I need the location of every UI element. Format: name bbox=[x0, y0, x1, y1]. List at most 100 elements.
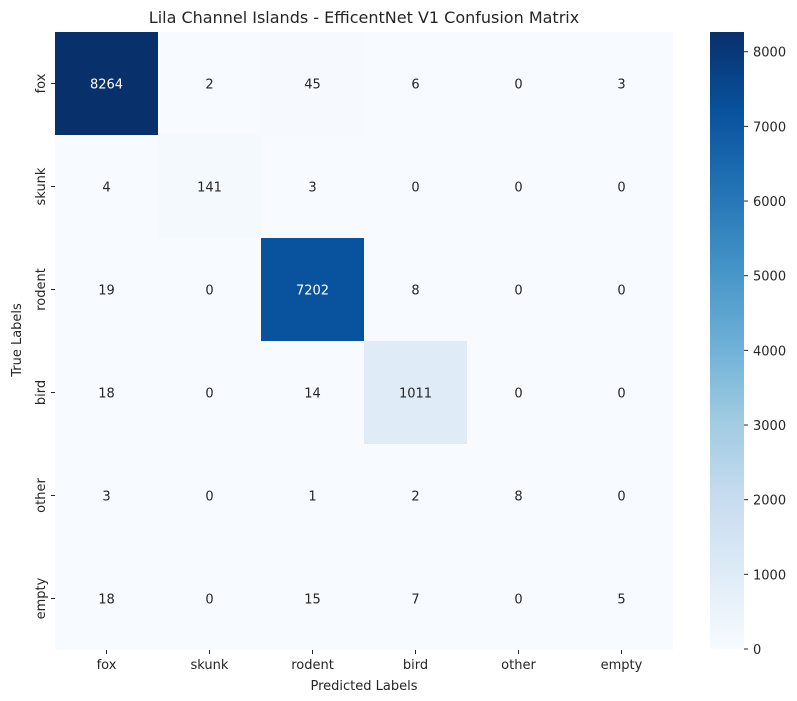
cell-value-label: 3 bbox=[617, 78, 625, 93]
heatmap-cell bbox=[158, 341, 261, 444]
colorbar-tick-label: 3000 bbox=[753, 419, 786, 434]
heatmap-cell bbox=[570, 547, 673, 650]
cell-value-label: 18 bbox=[98, 387, 115, 402]
cell-value-label: 0 bbox=[205, 490, 213, 505]
heatmap-cell bbox=[261, 32, 364, 135]
heatmap-cell bbox=[570, 444, 673, 547]
cell-value-label: 3 bbox=[102, 490, 110, 505]
heatmap-cell bbox=[55, 135, 158, 238]
cell-value-label: 15 bbox=[304, 593, 321, 608]
cell-value-label: 0 bbox=[617, 490, 625, 505]
colorbar-tick-label: 0 bbox=[753, 643, 761, 658]
heatmap-cell bbox=[158, 238, 261, 341]
heatmap-cell bbox=[261, 444, 364, 547]
heatmap-cell bbox=[158, 444, 261, 547]
cell-value-label: 0 bbox=[411, 181, 419, 196]
cell-value-label: 2 bbox=[205, 78, 213, 93]
cell-value-label: 0 bbox=[514, 284, 522, 299]
heatmap-cell bbox=[570, 32, 673, 135]
cell-value-label: 7 bbox=[411, 593, 419, 608]
heatmap-cell bbox=[467, 444, 570, 547]
cell-value-label: 45 bbox=[304, 78, 321, 93]
cell-value-label: 1011 bbox=[399, 387, 432, 402]
cell-value-label: 19 bbox=[98, 284, 115, 299]
x-axis-label: Predicted Labels bbox=[310, 679, 417, 694]
heatmap-cell bbox=[364, 444, 467, 547]
cell-value-label: 0 bbox=[514, 387, 522, 402]
heatmap-cell-labels: 8264 2 45 6 0 34 141 3 0 0 019 0 7202 8 0 018 0 14 1011 0 03… bbox=[90, 78, 626, 608]
x-tick-label: bird bbox=[403, 658, 428, 673]
heatmap-cell bbox=[55, 238, 158, 341]
cell-value-label: 0 bbox=[205, 593, 213, 608]
y-tick-label: empty bbox=[34, 577, 49, 619]
cell-value-label: 8 bbox=[411, 284, 419, 299]
y-tick-label: other bbox=[34, 478, 49, 513]
heatmap-cell bbox=[364, 135, 467, 238]
heatmap-cell bbox=[55, 444, 158, 547]
y-axis-ticks: fox skunk rodent bird other empty bbox=[34, 73, 55, 619]
colorbar-tick-label: 7000 bbox=[753, 120, 786, 135]
y-tick-label: bird bbox=[34, 380, 49, 405]
cell-value-label: 8 bbox=[514, 490, 522, 505]
x-axis-ticks: fox skunk rodent bird other empty bbox=[97, 650, 643, 673]
heatmap-cell bbox=[364, 238, 467, 341]
colorbar-ticks: 0 1000 2000 3000 4000 5000 6000 7000 8000 bbox=[744, 46, 786, 658]
heatmap-cell bbox=[158, 32, 261, 135]
y-tick-label: rodent bbox=[34, 268, 49, 311]
x-tick-label: other bbox=[501, 658, 536, 673]
cell-value-label: 0 bbox=[514, 78, 522, 93]
cell-value-label: 0 bbox=[205, 387, 213, 402]
cell-value-label: 6 bbox=[411, 78, 419, 93]
cell-value-label: 0 bbox=[617, 284, 625, 299]
cell-value-label: 0 bbox=[617, 181, 625, 196]
colorbar bbox=[710, 32, 744, 649]
heatmap-cell bbox=[467, 547, 570, 650]
cell-value-label: 0 bbox=[514, 181, 522, 196]
cell-value-label: 0 bbox=[514, 593, 522, 608]
cell-value-label: 0 bbox=[617, 387, 625, 402]
cell-value-label: 4 bbox=[102, 181, 110, 196]
cell-value-label: 5 bbox=[617, 593, 625, 608]
colorbar-tick-label: 5000 bbox=[753, 270, 786, 285]
cell-value-label: 2 bbox=[411, 490, 419, 505]
heatmap-cell bbox=[261, 547, 364, 650]
colorbar-tick-label: 4000 bbox=[753, 344, 786, 359]
colorbar-tick-label: 6000 bbox=[753, 195, 786, 210]
colorbar-tick-label: 1000 bbox=[753, 568, 786, 583]
cell-value-label: 8264 bbox=[90, 78, 123, 93]
x-tick-label: skunk bbox=[191, 658, 229, 673]
heatmap-cell bbox=[364, 547, 467, 650]
heatmap-cell bbox=[158, 135, 261, 238]
heatmap-cell bbox=[261, 341, 364, 444]
heatmap-cell bbox=[55, 32, 158, 135]
heatmap-cell bbox=[467, 135, 570, 238]
y-tick-label: skunk bbox=[34, 167, 49, 205]
x-tick-label: fox bbox=[97, 658, 117, 673]
cell-value-label: 1 bbox=[308, 490, 316, 505]
heatmap-cell bbox=[55, 341, 158, 444]
cell-value-label: 141 bbox=[197, 181, 222, 196]
heatmap-cell bbox=[467, 32, 570, 135]
y-axis-label: True Labels bbox=[10, 303, 25, 378]
heatmap-cell bbox=[364, 32, 467, 135]
chart-title: Lila Channel Islands - EfficentNet V1 Co… bbox=[149, 8, 579, 27]
heatmap-cells bbox=[55, 32, 673, 650]
colorbar-tick-label: 8000 bbox=[753, 46, 786, 61]
cell-value-label: 3 bbox=[308, 181, 316, 196]
cell-value-label: 18 bbox=[98, 593, 115, 608]
heatmap-cell bbox=[158, 547, 261, 650]
heatmap-cell bbox=[261, 238, 364, 341]
heatmap-cell bbox=[467, 341, 570, 444]
y-tick-label: fox bbox=[34, 73, 49, 93]
x-tick-label: rodent bbox=[291, 658, 334, 673]
cell-value-label: 0 bbox=[205, 284, 213, 299]
heatmap-cell bbox=[55, 547, 158, 650]
x-tick-label: empty bbox=[601, 658, 643, 673]
heatmap-cell bbox=[364, 341, 467, 444]
heatmap-cell bbox=[467, 238, 570, 341]
heatmap-cell bbox=[570, 135, 673, 238]
colorbar-tick-label: 2000 bbox=[753, 494, 786, 509]
cell-value-label: 14 bbox=[304, 387, 321, 402]
heatmap-cell bbox=[570, 341, 673, 444]
